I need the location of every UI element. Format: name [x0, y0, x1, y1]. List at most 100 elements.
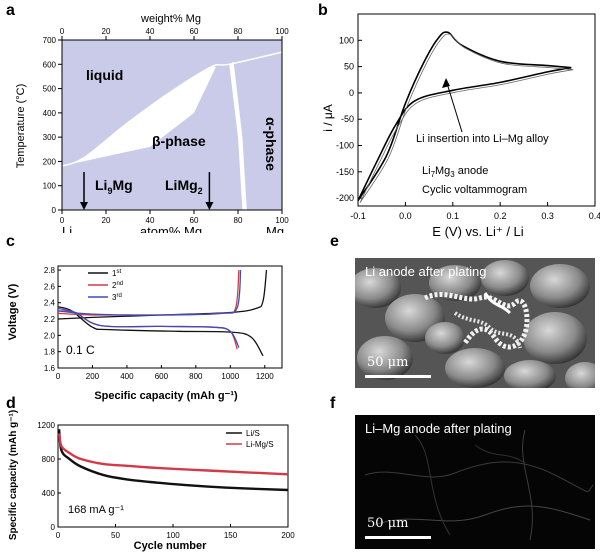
panel-letter-c: c [6, 233, 15, 250]
mg-end-label: Mg [266, 224, 284, 233]
panel-letter-f: f [330, 395, 336, 412]
x-tick-label: 600 [155, 372, 169, 381]
x-tick-label: -0.1 [350, 211, 366, 221]
y-tick-label: 0 [52, 206, 57, 215]
sem-title: Li–Mg anode after plating [365, 421, 512, 436]
x-tick-label: 0.2 [494, 211, 507, 221]
y-tick-label: 0 [349, 88, 354, 98]
top-tick-label: 100 [275, 27, 289, 36]
region-alpha-label: α-phase [263, 117, 279, 171]
bottom-tick-label: 80 [234, 216, 243, 225]
y-tick-label: -150 [336, 167, 354, 177]
cyclic-voltammogram-chart: -0.1 0.0 0.1 0.2 0.3 0.4 -200 -150 -100 -50 0 50 100… [321, 13, 600, 239]
x-tick-label: 400 [120, 372, 134, 381]
y-tick-label: 2.8 [44, 266, 56, 275]
insertion-annotation: Li insertion into Li–Mg alloy [416, 133, 549, 145]
y-tick-label: 100 [339, 35, 354, 45]
top-tick-label: 40 [146, 27, 155, 36]
x-axis-label: Cycle number [134, 540, 207, 552]
y-tick-label: 300 [43, 133, 57, 142]
x-axis-label: atom% Mg [140, 224, 202, 233]
bottom-tick-label: 60 [190, 216, 199, 225]
top-tick-label: 80 [234, 27, 243, 36]
rate-label: 0.1 C [66, 343, 95, 357]
sem-texture-li-mg [355, 415, 595, 549]
legend-label: 1st [112, 269, 121, 278]
method-label: Cyclic voltammogram [422, 184, 527, 196]
composition-arrowhead [205, 202, 214, 210]
y-tick-label: 1.6 [44, 364, 56, 373]
series-line-Li/S [57, 429, 289, 492]
x-tick-label: 0 [56, 372, 61, 381]
bottom-tick-label: 100 [275, 216, 289, 225]
x-tick-label: 1000 [221, 372, 239, 381]
plot-frame [57, 424, 289, 528]
y-tick-label: 200 [43, 157, 57, 166]
annotation-arrow [445, 79, 463, 133]
y-tick-label: 400 [43, 109, 57, 118]
y-axis-label: Voltage (V) [7, 283, 19, 340]
y-tick-label: 2.4 [44, 299, 56, 308]
x-tick-label: 0.4 [589, 211, 600, 221]
top-tick-label: 0 [60, 27, 65, 36]
y-axis-label: Temperature (°C) [15, 84, 27, 168]
legend-label: Li-Mg/S [246, 440, 274, 449]
panel-letter-e: e [330, 233, 339, 250]
region-beta-label: β-phase [152, 133, 206, 149]
x-tick-label: 0.1 [447, 211, 460, 221]
x-tick-label: 50 [111, 531, 120, 540]
y-tick-label: 50 [344, 62, 354, 72]
sem-image-li-anode: Li anode after plating 50 μm [355, 258, 595, 388]
plot-frame [61, 39, 283, 211]
sem-title: Li anode after plating [365, 264, 487, 279]
sem-texture-li [355, 258, 595, 388]
y-tick-label: 0 [51, 523, 56, 532]
charge-discharge-chart: 0 200 400 600 800 1000 1200 1.6 1.8 2.0 2.2 2.4 2.6 2… [7, 265, 283, 402]
x-axis-label: E (V) vs. Li⁺ / Li [432, 224, 523, 239]
anode-label: Li7Mg3 anode [422, 165, 488, 179]
x-tick-label: 800 [189, 372, 203, 381]
y-tick-label: -200 [336, 193, 354, 203]
y-tick-label: 2.6 [44, 282, 56, 291]
li-end-label: Li [62, 224, 72, 233]
panel-letter-a: a [6, 2, 15, 19]
panel-letter-b: b [318, 2, 328, 19]
y-tick-label: 500 [43, 85, 57, 94]
x-tick-label: 1200 [256, 372, 274, 381]
bottom-tick-label: 40 [146, 216, 155, 225]
beta-phase-region [62, 66, 216, 166]
charge-curve-3rd [57, 270, 242, 316]
cv-loop [357, 31, 572, 202]
two-phase-strip [229, 61, 247, 211]
series-line-Li-Mg/S [57, 433, 289, 476]
y-tick-label: 2.2 [44, 315, 56, 324]
scale-bar-label: 50 μm [367, 516, 409, 531]
scale-bar-label: 50 μm [367, 355, 409, 370]
liquidus-line [61, 51, 283, 167]
x-tick-label: 150 [224, 531, 238, 540]
sem-image-li-mg-anode: Li–Mg anode after plating 50 μm [355, 415, 595, 549]
composition-arrowhead [80, 202, 88, 210]
top-axis-label: weight% Mg [140, 13, 201, 25]
legend-label: Li/S [246, 429, 260, 438]
y-axis-label: i / μA [321, 104, 335, 132]
bottom-tick-label: 20 [102, 216, 111, 225]
scale-bar [365, 536, 431, 539]
y-tick-label: -100 [336, 141, 354, 151]
y-tick-label: 600 [43, 60, 57, 69]
current-label: 168 mA g⁻¹ [68, 504, 124, 516]
panel-letter-d: d [6, 395, 16, 412]
x-tick-label: 0.0 [399, 211, 412, 221]
cv-loop-repeat [359, 33, 574, 203]
y-tick-label: -50 [341, 114, 354, 124]
y-tick-label: 400 [42, 489, 56, 498]
top-tick-label: 20 [102, 27, 111, 36]
annotation-arrowhead [442, 78, 450, 88]
y-tick-label: 1.8 [44, 348, 56, 357]
x-tick-label: 0.3 [541, 211, 554, 221]
x-tick-label: 0 [56, 531, 61, 540]
bottom-tick-label: 0 [60, 216, 65, 225]
x-axis-label: Specific capacity (mAh g⁻¹) [94, 390, 238, 402]
phase-diagram-chart: weight% Mg 0 20 40 60 80 100 0100200300400500… [15, 13, 289, 233]
legend-label: 3rd [112, 293, 122, 302]
